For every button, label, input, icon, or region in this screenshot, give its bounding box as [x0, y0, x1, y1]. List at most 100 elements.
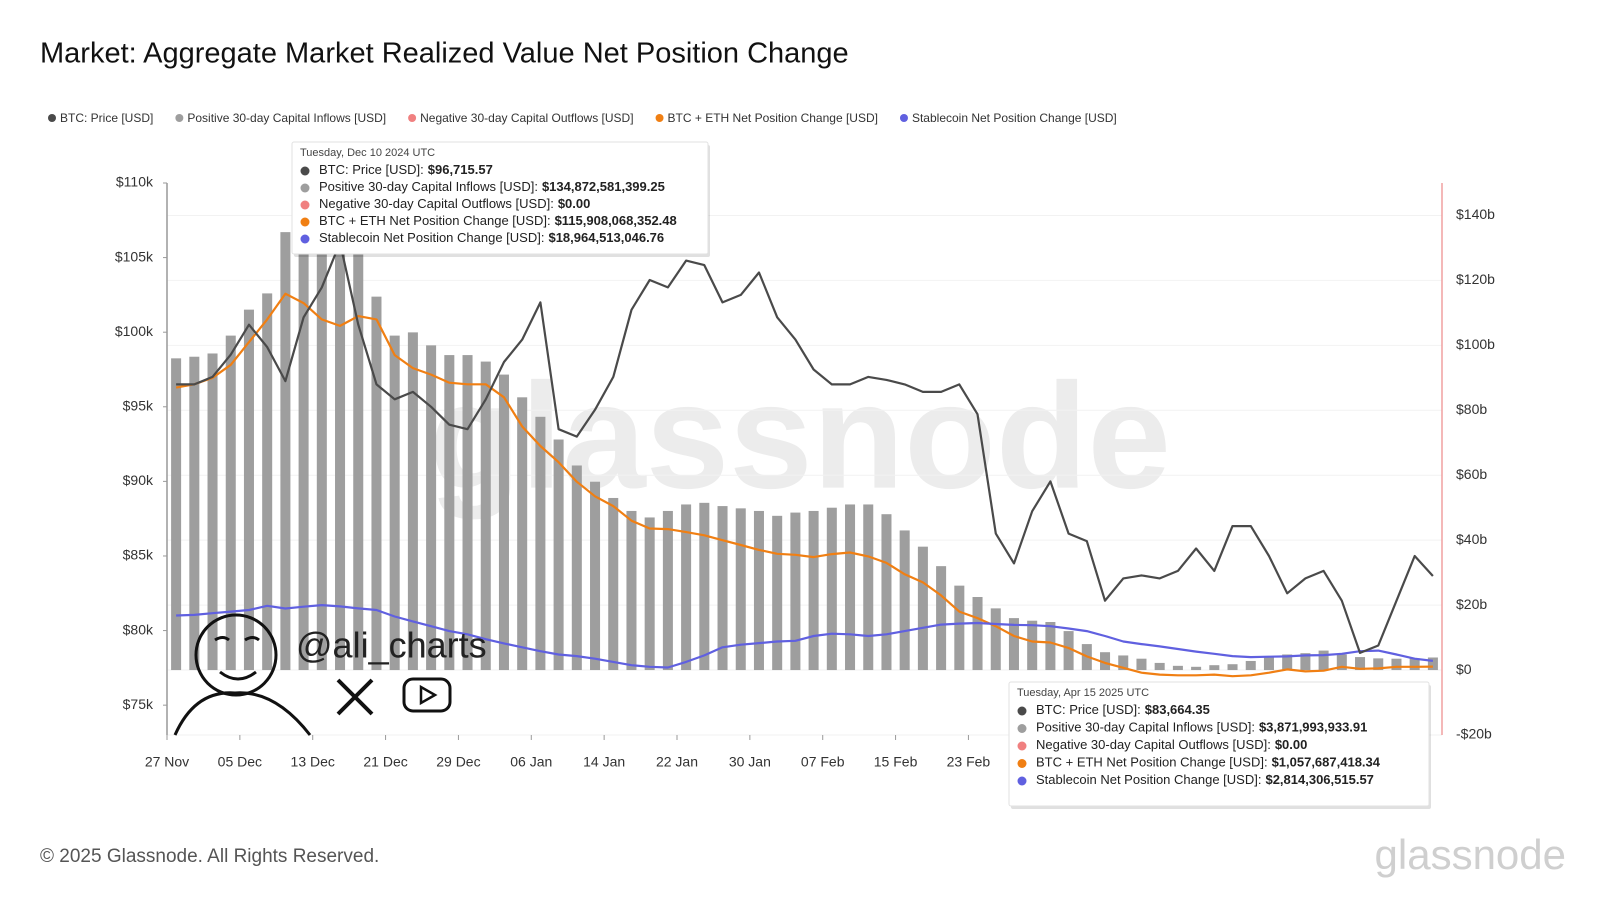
tooltip-row: BTC: Price [USD]: $96,715.57 [319, 162, 493, 177]
y-tick-label: $95k [123, 397, 154, 413]
x-tick-label: 21 Dec [363, 754, 407, 770]
tooltip-row: Positive 30-day Capital Inflows [USD]: $3… [1036, 720, 1367, 735]
tooltip-date: Tuesday, Apr 15 2025 UTC [1017, 687, 1149, 699]
y-tick-label: $100k [115, 323, 154, 339]
line [175, 292, 1433, 678]
plot [171, 232, 1438, 678]
y2-tick-label: $0 [1456, 661, 1472, 677]
legend-marker [899, 114, 908, 122]
bar [243, 309, 254, 671]
tooltip-marker [300, 166, 310, 176]
bar [389, 335, 400, 671]
x-tick-label: 05 Dec [218, 754, 262, 770]
bar [1318, 650, 1329, 671]
y2-tick-label: $40b [1456, 531, 1487, 547]
tooltip: Tuesday, Dec 10 2024 UTC BTC: Price [USD]… [291, 141, 710, 257]
handle: @ali_charts [296, 625, 487, 666]
legend: BTC: Price [USD] Positive 30-day Capital … [48, 111, 1117, 125]
bar [189, 356, 200, 671]
bar [1300, 653, 1311, 671]
tooltip-row: Stablecoin Net Position Change [USD]: $18… [319, 230, 664, 245]
tooltip-marker [1017, 759, 1027, 768]
bar [681, 504, 692, 671]
chart-title: Market: Aggregate Market Realized Value … [40, 38, 849, 70]
tooltip-box [291, 141, 709, 255]
tooltip-marker [1017, 724, 1027, 733]
tooltip-name: BTC: Price [USD]: [1036, 702, 1141, 717]
tooltip-row: BTC: Price [USD]: $83,664.35 [1036, 702, 1210, 717]
bar [535, 416, 546, 671]
bar [280, 232, 291, 671]
line [176, 241, 1434, 654]
bar [662, 510, 673, 671]
bar [590, 481, 601, 671]
y-tick-label: $90k [123, 472, 154, 488]
avatar-face [214, 636, 260, 681]
bar [426, 345, 437, 671]
brand: glassnode [1375, 831, 1566, 878]
tooltip-value: $0.00 [1275, 737, 1308, 752]
bar [972, 597, 983, 671]
bar [353, 254, 364, 671]
footer: © 2025 Glassnode. All Rights Reserved. [40, 846, 379, 867]
legend-label: Stablecoin Net Position Change [USD] [912, 111, 1117, 125]
tooltip-marker [300, 234, 310, 244]
bar [717, 506, 728, 671]
tooltip-marker [1017, 741, 1027, 751]
bar [699, 502, 710, 671]
tooltip-name: Positive 30-day Capital Inflows [USD]: [1036, 720, 1255, 735]
bar [207, 353, 218, 671]
tooltip-row: BTC + ETH Net Position Change [USD]: $1,0… [1036, 755, 1381, 770]
tooltip-value: $2,814,306,515.57 [1265, 772, 1373, 787]
avatar-head [194, 613, 278, 697]
bar [936, 566, 947, 671]
author-overlay: @ali_charts [173, 613, 487, 736]
bar [808, 510, 819, 671]
bar [1336, 654, 1347, 671]
bar [1045, 622, 1056, 671]
tooltip-marker [300, 217, 310, 227]
x-tick-label: 06 Jan [510, 754, 552, 770]
bar [1027, 620, 1038, 671]
tooltip-name: Negative 30-day Capital Outflows [USD]: [319, 196, 554, 211]
bar [753, 510, 764, 671]
tooltip-value: $18,964,513,046.76 [548, 230, 664, 245]
tooltip-name: Negative 30-day Capital Outflows [USD]: [1036, 737, 1271, 752]
legend-marker [408, 114, 417, 122]
bar [1282, 654, 1293, 671]
bar [917, 546, 928, 671]
bar [1118, 655, 1129, 671]
bar [335, 244, 346, 671]
y-tick-label: $105k [115, 248, 154, 264]
bar [990, 608, 1001, 671]
tooltip: Tuesday, Apr 15 2025 UTC BTC: Price [USD]… [1008, 681, 1431, 809]
bar [498, 374, 509, 671]
y2-tick-label: $120b [1456, 271, 1495, 287]
bar [462, 355, 473, 671]
bar [407, 332, 418, 671]
legend-marker [175, 114, 184, 122]
x-tick-label: 15 Feb [874, 754, 918, 770]
legend-label: BTC + ETH Net Position Change [USD] [668, 111, 878, 125]
bar [571, 465, 582, 671]
legend-label: Negative 30-day Capital Outflows [USD] [420, 111, 633, 125]
bar [1063, 631, 1074, 671]
tooltip-value: $0.00 [558, 196, 591, 211]
tooltip-date: Tuesday, Dec 10 2024 UTC [300, 147, 435, 159]
legend-label: BTC: Price [USD] [60, 111, 153, 125]
x-tick-label: 22 Jan [656, 754, 698, 770]
x-tick-label: 29 Dec [436, 754, 480, 770]
tooltip-marker [1017, 776, 1027, 786]
bar [1373, 658, 1384, 671]
tooltip-row: Stablecoin Net Position Change [USD]: $2,… [1036, 772, 1374, 787]
bar [1427, 657, 1438, 671]
tooltip-row: Negative 30-day Capital Outflows [USD]: $… [319, 196, 590, 211]
y2-tick-label: $80b [1456, 401, 1487, 417]
legend-marker [48, 114, 56, 122]
bar [626, 510, 637, 671]
y2-tick-label: -$20b [1456, 726, 1492, 742]
bar [1100, 652, 1111, 671]
bar [1391, 658, 1402, 671]
bar [225, 335, 236, 671]
